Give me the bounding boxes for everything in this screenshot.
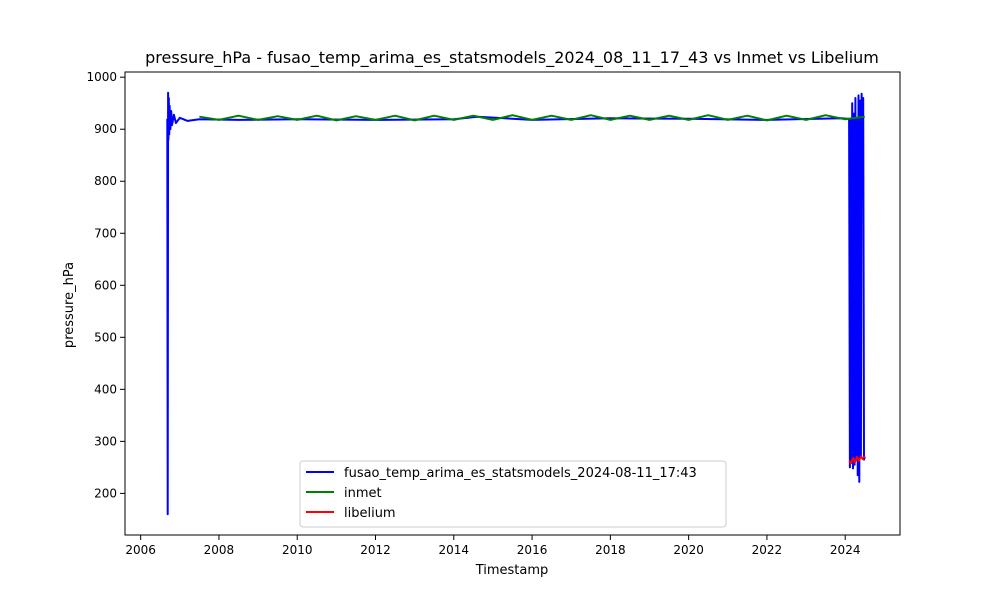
- legend-label: inmet: [344, 486, 382, 501]
- y-tick-label: 900: [94, 122, 117, 136]
- y-tick-label: 700: [94, 226, 117, 240]
- y-axis-label: pressure_hPa: [62, 262, 77, 348]
- plot-frame: [124, 71, 901, 536]
- series-line-fusao: [166, 91, 866, 516]
- x-tick-label: 2010: [282, 543, 313, 557]
- x-tick-label: 2022: [752, 543, 783, 557]
- series-line-inmet: [199, 114, 865, 122]
- series-line-libelium: [848, 455, 866, 465]
- y-tick-label: 600: [94, 278, 117, 292]
- y-axis: 200 300 400 500 600 700 800 900 1000: [86, 70, 125, 500]
- y-tick-label: 1000: [86, 70, 117, 84]
- y-tick-label: 500: [94, 330, 117, 344]
- x-axis-label: Timestamp: [475, 563, 549, 578]
- y-tick-label: 200: [94, 486, 117, 500]
- x-tick-label: 2012: [360, 543, 391, 557]
- x-tick-label: 2008: [204, 543, 235, 557]
- x-tick-label: 2018: [595, 543, 626, 557]
- x-tick-label: 2006: [125, 543, 156, 557]
- y-tick-label: 400: [94, 382, 117, 396]
- legend-label: libelium: [344, 506, 396, 521]
- legend-label: fusao_temp_arima_es_statsmodels_2024-08-…: [344, 466, 697, 481]
- y-tick-label: 800: [94, 174, 117, 188]
- y-tick-label: 300: [94, 434, 117, 448]
- x-tick-label: 2014: [439, 543, 470, 557]
- legend: fusao_temp_arima_es_statsmodels_2024-08-…: [299, 460, 727, 528]
- x-axis: 2006 2008 2010 2012 2014 2016 2018 2020 2022 2024: [125, 535, 860, 557]
- x-tick-label: 2020: [673, 543, 704, 557]
- x-tick-label: 2016: [517, 543, 548, 557]
- x-tick-label: 2024: [830, 543, 861, 557]
- chart-title: pressure_hPa - fusao_temp_arima_es_stats…: [145, 48, 879, 68]
- legend-box: [299, 460, 727, 528]
- plot-area: [124, 71, 901, 536]
